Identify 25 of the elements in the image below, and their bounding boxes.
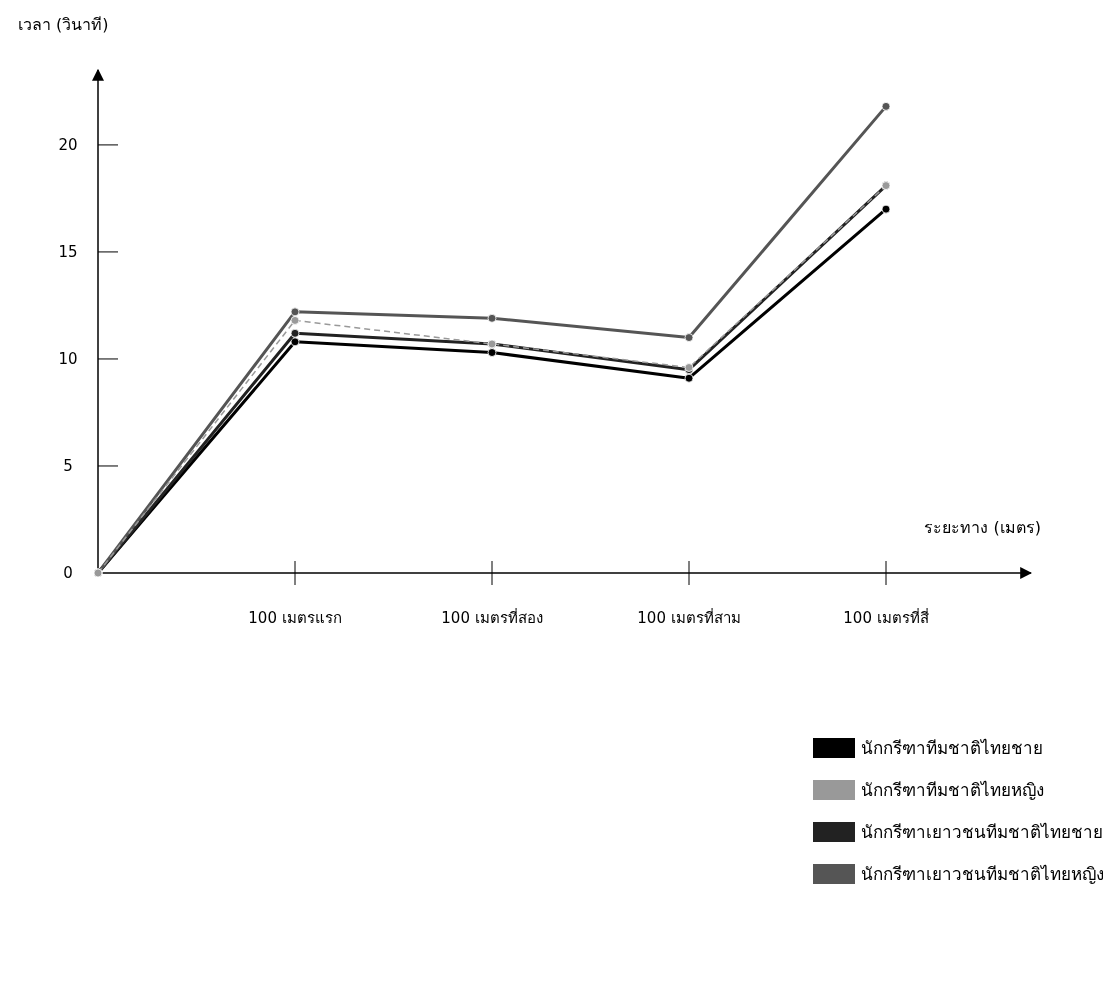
point (684, 333, 694, 342)
point (290, 316, 300, 325)
point (290, 337, 300, 347)
y-axis-title: เวลา (วินาที) (18, 15, 109, 34)
y-tick-label: 15 (58, 243, 78, 262)
x-tick-label: 100 เมตรที่สี่ (843, 607, 929, 627)
y-tick-label: 5 (63, 457, 73, 476)
legend-label: นักกรีฑาทีมชาติไทยชาย (861, 737, 1043, 758)
point (290, 307, 300, 317)
point (487, 313, 497, 323)
point (881, 101, 891, 111)
y-tick-label: 10 (58, 350, 78, 369)
legend-label: นักกรีฑาเยาวชนทีมชาติไทยหญิง (861, 863, 1104, 884)
x-tick-label: 100 เมตรแรก (248, 609, 342, 627)
legend-label: นักกรีฑาทีมชาติไทยหญิง (861, 779, 1044, 800)
y-tick-label: 20 (58, 136, 78, 155)
point (290, 328, 300, 338)
legend-label: นักกรีฑาเยาวชนทีมชาติไทยชาย (861, 821, 1103, 842)
x-axis-title: ระยะทาง (เมตร) (924, 518, 1041, 537)
point (881, 204, 891, 214)
y-tick-label: 0 (63, 564, 73, 583)
x-tick-label: 100 เมตรที่สาม (637, 607, 741, 627)
x-tick-label: 100 เมตรที่สอง (441, 607, 543, 627)
point (684, 373, 694, 383)
point (487, 348, 497, 357)
